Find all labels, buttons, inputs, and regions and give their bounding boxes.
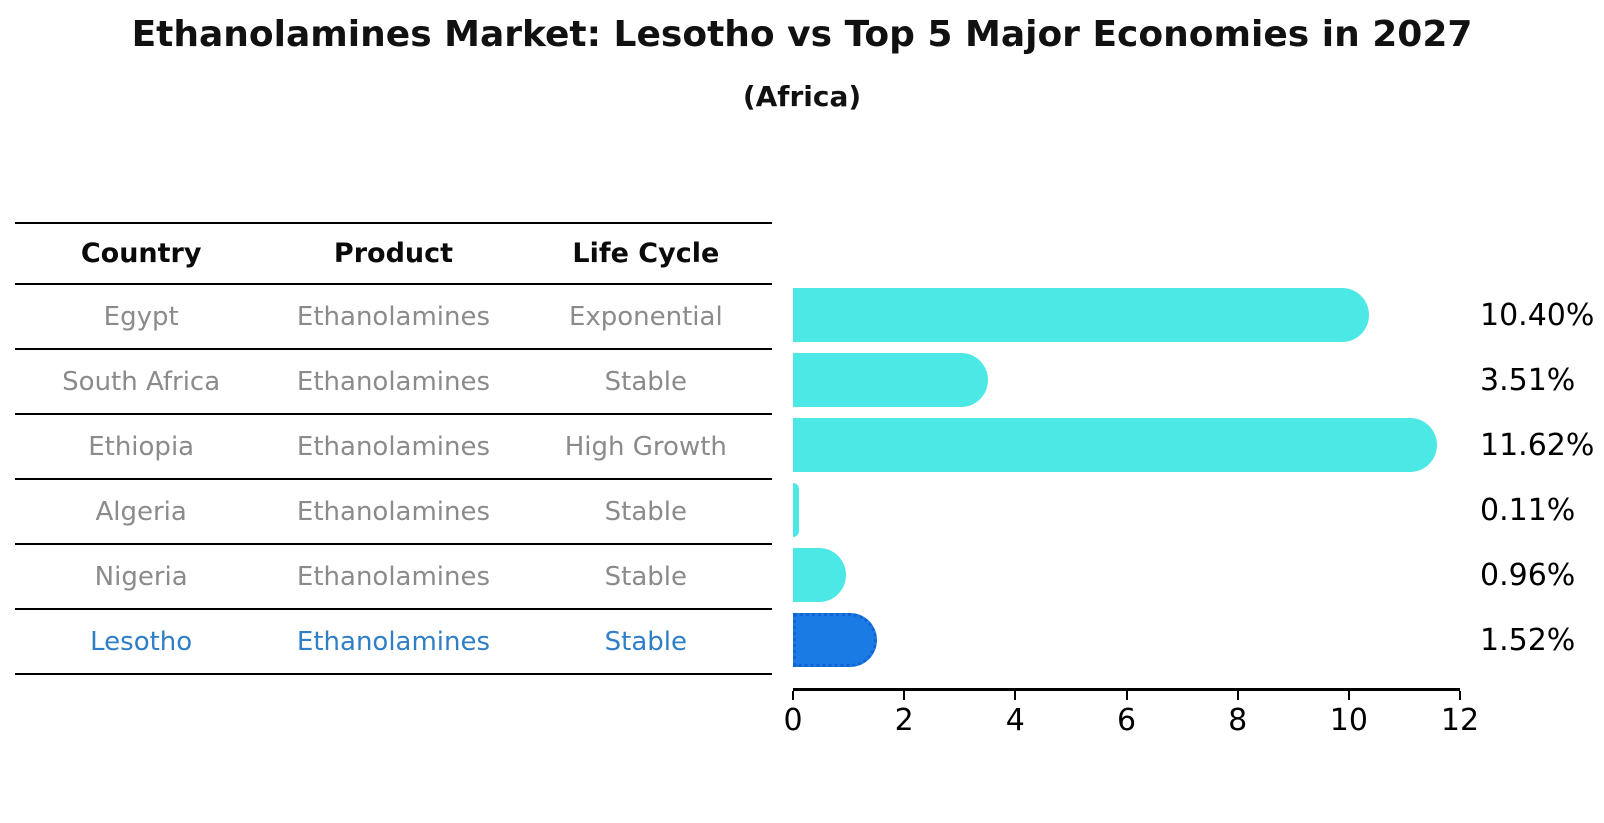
bar-lesotho-highlight <box>793 613 878 667</box>
cell-lifecycle: Exponential <box>568 301 723 332</box>
tick-mark <box>1236 691 1239 700</box>
cell-lifecycle: High Growth <box>564 431 727 462</box>
bar-row-south-africa: 3.51% <box>793 348 1575 413</box>
bar-south-africa <box>793 353 988 407</box>
cell-product: Ethanolamines <box>296 431 491 462</box>
col-header-country: Country <box>80 238 202 269</box>
bar-row-egypt: 10.40% <box>793 283 1594 348</box>
tick-mark <box>1459 691 1461 700</box>
tick-label: 12 <box>1440 703 1480 738</box>
col-header-lifecycle: Life Cycle <box>572 238 720 269</box>
cell-product: Ethanolamines <box>296 626 491 657</box>
bar-row-nigeria: 0.96% <box>793 543 1575 608</box>
bar-value-label: 1.52% <box>1480 623 1576 658</box>
bar-row-lesotho: 1.52% <box>793 608 1575 673</box>
table-row-south-africa: South Africa Ethanolamines Stable <box>15 350 772 415</box>
chart-title: Ethanolamines Market: Lesotho vs Top 5 M… <box>131 14 1473 55</box>
tick-label: 0 <box>783 703 803 738</box>
cell-product: Ethanolamines <box>296 561 491 592</box>
cell-country: Nigeria <box>94 561 188 592</box>
tick-mark <box>792 691 794 700</box>
bar-value-label: 0.96% <box>1480 558 1576 593</box>
bar-algeria <box>793 483 800 537</box>
cell-lifecycle: Stable <box>604 626 687 657</box>
bar-value-label: 0.11% <box>1480 493 1576 528</box>
tick-label: 4 <box>1005 703 1025 738</box>
cell-lifecycle: Stable <box>604 366 687 397</box>
table-row-egypt: Egypt Ethanolamines Exponential <box>15 285 772 350</box>
table-row-algeria: Algeria Ethanolamines Stable <box>15 480 772 545</box>
bar-value-label: 11.62% <box>1480 428 1595 463</box>
bar-nigeria <box>793 548 847 602</box>
tick-label: 2 <box>894 703 914 738</box>
bar-row-ethiopia: 11.62% <box>793 413 1594 478</box>
country-table: Country Product Life Cycle Egypt Ethanol… <box>15 222 772 675</box>
table-row-lesotho: Lesotho Ethanolamines Stable <box>15 610 772 675</box>
table-row-nigeria: Nigeria Ethanolamines Stable <box>15 545 772 610</box>
cell-lifecycle: Stable <box>604 561 687 592</box>
tick-mark <box>1014 691 1017 700</box>
col-header-product: Product <box>333 238 454 269</box>
bar-egypt <box>793 288 1370 342</box>
tick-mark <box>903 691 906 700</box>
tick-label: 10 <box>1329 703 1368 738</box>
chart-subtitle: (Africa) <box>742 80 862 113</box>
cell-country: Lesotho <box>90 626 193 657</box>
x-axis-line <box>793 688 1460 691</box>
x-axis: 0 2 4 6 8 10 12 <box>783 688 1479 738</box>
cell-country: Algeria <box>95 496 187 527</box>
bar-value-label: 10.40% <box>1480 298 1595 333</box>
cell-lifecycle: Stable <box>604 496 687 527</box>
bar-row-algeria: 0.11% <box>793 478 1575 543</box>
cell-country: Ethiopia <box>88 431 195 462</box>
tick-mark <box>1125 691 1128 700</box>
bar-value-label: 3.51% <box>1480 363 1576 398</box>
tick-mark <box>1347 691 1350 700</box>
bar-ethiopia <box>793 418 1437 472</box>
cell-product: Ethanolamines <box>296 301 491 332</box>
cell-product: Ethanolamines <box>296 366 491 397</box>
table-row-ethiopia: Ethiopia Ethanolamines High Growth <box>15 415 772 480</box>
cell-product: Ethanolamines <box>296 496 491 527</box>
cell-country: Egypt <box>103 301 179 332</box>
tick-label: 8 <box>1228 703 1248 738</box>
bar-chart: 10.40% 3.51% 11.62% 0.11% 0.96% 1.52% <box>793 283 1594 673</box>
tick-label: 6 <box>1116 703 1137 738</box>
table-header-row: Country Product Life Cycle <box>15 224 772 285</box>
cell-country: South Africa <box>62 366 221 397</box>
